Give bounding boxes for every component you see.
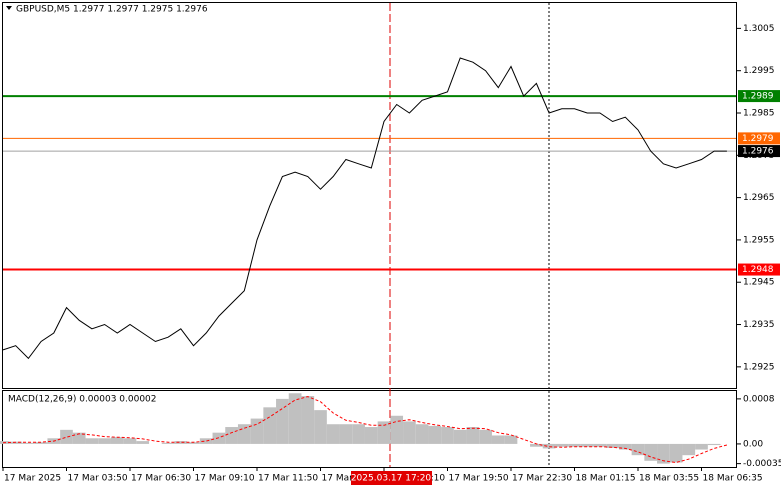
y-tick-label: 1.2955 [743, 235, 775, 245]
macd-bar [428, 425, 442, 444]
macd-bar [34, 442, 48, 444]
y-tick-label: 1.3005 [743, 24, 775, 34]
macd-bar [695, 443, 708, 450]
title-arrow [6, 6, 12, 10]
macd-bar [98, 438, 111, 444]
y-tick-label: 0.0008 [743, 394, 775, 404]
y-tick-label: 1.2965 [743, 193, 775, 203]
macd-panel [2, 390, 737, 468]
macd-bar [225, 427, 238, 444]
level-label-box [738, 132, 780, 145]
macd-bar [682, 443, 696, 456]
macd-bar [669, 443, 683, 463]
x-tick-label: 17 Mar 06:30 [131, 474, 191, 484]
macd-bar [85, 438, 99, 444]
macd-bar [707, 443, 721, 446]
macd-bar [199, 438, 213, 444]
macd-bar [530, 443, 543, 447]
signal-line [2, 396, 728, 464]
macd-bar [60, 429, 73, 444]
price-panel [2, 2, 737, 389]
x-tick-label: 17 Mar 19:50 [449, 474, 509, 484]
price-line [2, 57, 727, 360]
macd-bar [263, 407, 277, 444]
cursor-label: 2025.03.17 17:20 [351, 474, 432, 484]
macd-bar [276, 398, 289, 444]
level-label-box [738, 145, 780, 158]
macd-bar [403, 421, 416, 444]
macd-bar [187, 442, 200, 444]
x-tick-label: 18 Mar 06:35 [703, 474, 763, 484]
macd-bar [504, 435, 518, 444]
x-tick-label: 17 Mar 11:50 [258, 474, 318, 484]
macd-bar [339, 424, 353, 444]
y-tick-label: 1.2935 [743, 320, 775, 330]
macd-bar [657, 443, 670, 464]
macd-bar [580, 443, 594, 447]
macd-bar [479, 429, 492, 444]
macd-bar [441, 427, 454, 444]
macd-bar [110, 437, 124, 444]
macd-bar [542, 443, 556, 449]
macd-bar [212, 432, 226, 444]
macd-bar [250, 418, 264, 444]
macd-bar [593, 443, 607, 447]
macd-bar [22, 442, 35, 444]
y-tick-label: 1.2925 [743, 362, 775, 372]
macd-bar [631, 443, 645, 456]
x-tick-label: 17 Mar 09:10 [195, 474, 255, 484]
macd-bar [9, 441, 23, 444]
x-tick-label: 18 Mar 03:55 [639, 474, 699, 484]
level-label-box [738, 90, 780, 103]
macd-bar [123, 438, 137, 444]
macd-bar [326, 424, 340, 444]
y-tick-label: 0.00 [743, 439, 763, 449]
macd-bar [364, 427, 378, 444]
macd-bar [237, 424, 251, 444]
macd-bar [301, 396, 315, 444]
x-tick-label: 18 Mar 01:15 [576, 474, 636, 484]
chart-title: GBPUSD,M5 1.2977 1.2977 1.2975 1.2976 [16, 5, 208, 15]
macd-bar [72, 432, 86, 444]
y-tick-label: 1.2945 [743, 278, 775, 288]
level-label: 1.2976 [742, 147, 774, 157]
level-label: 1.2948 [742, 265, 774, 275]
level-label: 1.2979 [742, 134, 774, 144]
macd-bar [555, 443, 569, 447]
macd-bar [466, 427, 480, 444]
macd-bar [136, 441, 150, 444]
macd-bar [352, 424, 365, 444]
y-tick-label: 1.2995 [743, 66, 775, 76]
y-tick-label: 1.2985 [743, 109, 775, 119]
macd-bar [377, 421, 391, 444]
macd-bar [453, 429, 467, 444]
macd-bar [161, 442, 175, 444]
macd-bar [174, 441, 188, 444]
macd-bar [314, 410, 327, 444]
x-tick-label: 17 Mar 2025 [4, 474, 61, 484]
x-tick-label: 17 Mar 22:30 [512, 474, 572, 484]
macd-title: MACD(12,26,9) 0.00003 0.00002 [8, 395, 157, 405]
macd-bar [390, 415, 404, 444]
x-tick-label: 17 Mar 03:50 [68, 474, 128, 484]
macd-bar [644, 443, 658, 461]
macd-bar [606, 443, 619, 448]
cursor-label-box [351, 471, 432, 485]
macd-bar [288, 393, 302, 444]
level-label: 1.2989 [742, 92, 774, 102]
level-label-box [738, 263, 780, 276]
macd-bar [491, 435, 505, 444]
macd-bar [415, 424, 429, 444]
macd-bar [568, 443, 581, 447]
macd-bar [618, 443, 632, 450]
y-tick-label: -0.00035 [743, 459, 781, 469]
